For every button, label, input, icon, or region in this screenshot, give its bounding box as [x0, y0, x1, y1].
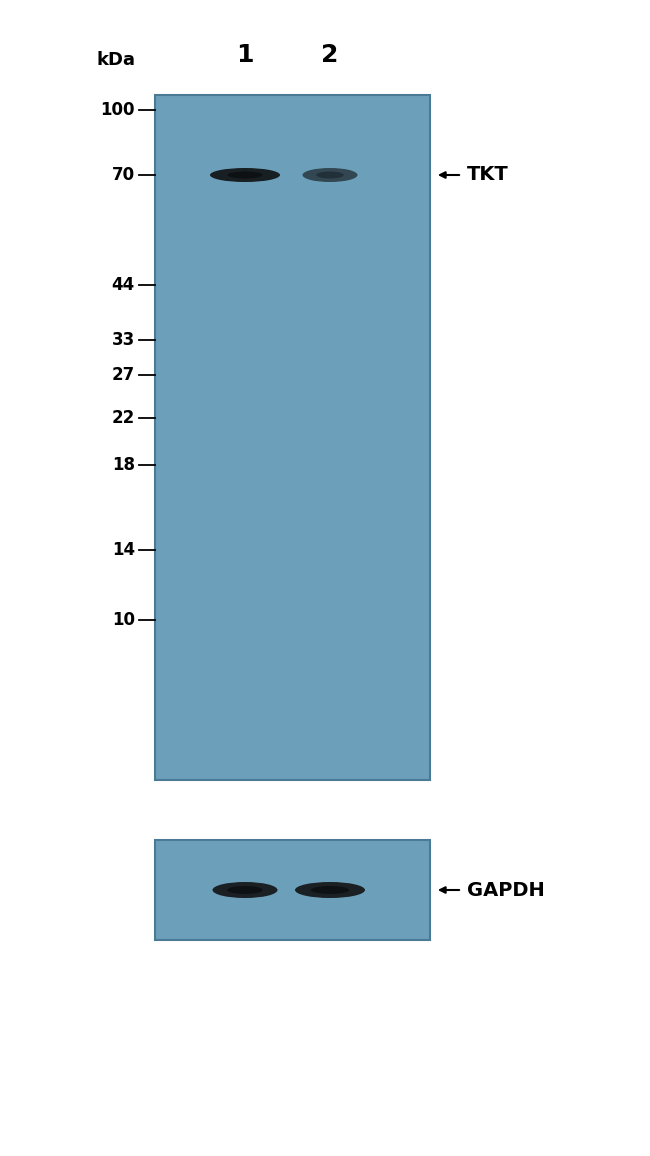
Text: 22: 22 — [112, 409, 135, 427]
Ellipse shape — [311, 885, 349, 894]
Text: 14: 14 — [112, 541, 135, 560]
Text: 18: 18 — [112, 455, 135, 474]
Text: 10: 10 — [112, 612, 135, 629]
Text: 70: 70 — [112, 166, 135, 184]
Text: 100: 100 — [101, 101, 135, 119]
Ellipse shape — [302, 168, 358, 181]
Ellipse shape — [227, 171, 263, 178]
Text: 44: 44 — [112, 276, 135, 294]
Text: GAPDH: GAPDH — [467, 881, 545, 899]
Ellipse shape — [213, 882, 278, 898]
Text: 27: 27 — [112, 366, 135, 384]
Text: 2: 2 — [321, 43, 339, 67]
Ellipse shape — [227, 885, 263, 894]
Bar — [155, 95, 430, 780]
Text: TKT: TKT — [467, 165, 509, 185]
Ellipse shape — [317, 171, 344, 178]
Ellipse shape — [210, 168, 280, 181]
Ellipse shape — [295, 882, 365, 898]
Text: 33: 33 — [112, 331, 135, 349]
Text: 1: 1 — [236, 43, 254, 67]
Text: kDa: kDa — [96, 51, 135, 69]
Bar — [155, 840, 430, 940]
